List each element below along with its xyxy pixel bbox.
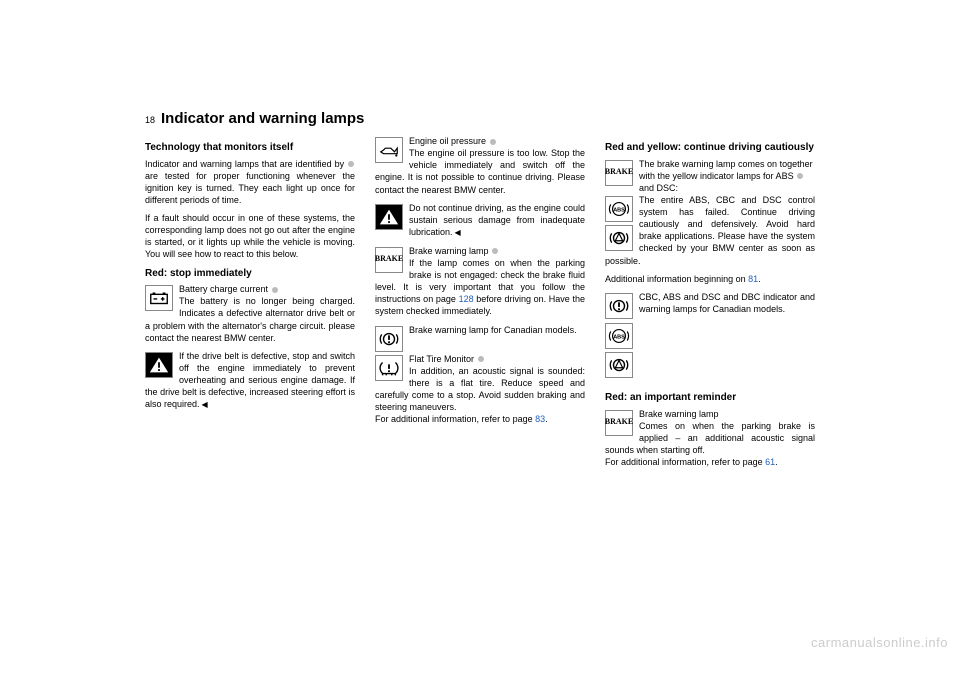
tech-para-1: Indicator and warning lamps that are ide… <box>145 158 355 207</box>
indicator-dot-icon <box>478 356 484 362</box>
brake-text: Brake warning lamp If the lamp comes on … <box>375 245 585 318</box>
dsc-triangle-icon <box>605 352 633 378</box>
page-header: 18 Indicator and warning lamps <box>145 110 815 127</box>
dsc-icon <box>605 225 633 251</box>
heading-red-stop: Red: stop immediately <box>145 267 355 281</box>
indicator-dot-icon <box>490 139 496 145</box>
reminder-block: BRAKE Brake warning lamp Comes on when t… <box>605 408 815 469</box>
ry-can-block: CBC, ABS and DSC and DBC indicator and w… <box>605 291 815 385</box>
brake-text-icon: BRAKE <box>605 410 633 436</box>
heading-red-reminder: Red: an important reminder <box>605 391 815 405</box>
flat-tire-text: Flat Tire Monitor In addition, an acoust… <box>375 353 585 426</box>
svg-text:ABS: ABS <box>613 208 625 214</box>
column-3: Red and yellow: continue driving cautiou… <box>605 135 815 474</box>
brake-can-block: Brake warning lamp for Canadian models. <box>375 324 585 336</box>
battery-block: Battery charge current The battery is no… <box>145 283 355 344</box>
oil-warning-text: Do not continue driving, as the engine c… <box>375 202 585 239</box>
page-link-128[interactable]: 128 <box>459 294 474 304</box>
heading-technology: Technology that monitors itself <box>145 141 355 155</box>
reminder-text: Brake warning lamp Comes on when the par… <box>605 408 815 469</box>
brake-circle-icon <box>605 293 633 319</box>
page-title: Indicator and warning lamps <box>161 110 364 127</box>
column-2: Engine oil pressure The engine oil press… <box>375 135 585 474</box>
oil-warning-block: Do not continue driving, as the engine c… <box>375 202 585 239</box>
ry-block: BRAKE The brake warning lamp comes on to… <box>605 158 815 285</box>
oil-block: Engine oil pressure The engine oil press… <box>375 135 585 196</box>
brake-circle-icon <box>375 326 403 352</box>
belt-warning-block: If the drive belt is defective, stop and… <box>145 350 355 411</box>
ry-text-2: The entire ABS, CBC and DSC control syst… <box>605 194 815 267</box>
oil-text: Engine oil pressure The engine oil press… <box>375 135 585 196</box>
indicator-dot-icon <box>348 161 354 167</box>
oil-can-icon <box>375 137 403 163</box>
belt-warning-text: If the drive belt is defective, stop and… <box>145 350 355 411</box>
warning-triangle-icon <box>145 352 173 378</box>
page-link-61[interactable]: 61 <box>765 457 775 467</box>
ry-can-text: CBC, ABS and DSC and DBC indicator and w… <box>605 291 815 315</box>
indicator-dot-icon <box>492 248 498 254</box>
heading-red-yellow: Red and yellow: continue driving cautiou… <box>605 141 815 155</box>
abs-circle-icon: ABS <box>605 323 633 349</box>
brake-block: BRAKE Brake warning lamp If the lamp com… <box>375 245 585 318</box>
svg-text:ABS: ABS <box>613 335 625 341</box>
ry-text-3: Additional information beginning on 81. <box>605 273 815 285</box>
column-1: Technology that monitors itself Indicato… <box>145 135 355 474</box>
brake-can-text: Brake warning lamp for Canadian models. <box>375 324 585 336</box>
page: 18 Indicator and warning lamps Technolog… <box>0 0 960 678</box>
brake-text-icon: BRAKE <box>375 247 403 273</box>
flat-tire-icon <box>375 355 403 381</box>
indicator-dot-icon <box>797 173 803 179</box>
abs-icon: ABS <box>605 196 633 222</box>
indicator-dot-icon <box>272 287 278 293</box>
page-number: 18 <box>145 115 155 125</box>
warning-triangle-icon <box>375 204 403 230</box>
battery-icon <box>145 285 173 311</box>
page-link-81[interactable]: 81 <box>748 274 758 284</box>
watermark: carmanualsonline.info <box>811 635 948 650</box>
flat-tire-block: Flat Tire Monitor In addition, an acoust… <box>375 353 585 426</box>
tech-para-2: If a fault should occur in one of these … <box>145 212 355 261</box>
battery-text: Battery charge current The battery is no… <box>145 283 355 344</box>
content-columns: Technology that monitors itself Indicato… <box>145 135 815 474</box>
page-link-83[interactable]: 83 <box>535 414 545 424</box>
brake-text-icon: BRAKE <box>605 160 633 186</box>
ry-text-1: The brake warning lamp comes on together… <box>639 159 813 193</box>
